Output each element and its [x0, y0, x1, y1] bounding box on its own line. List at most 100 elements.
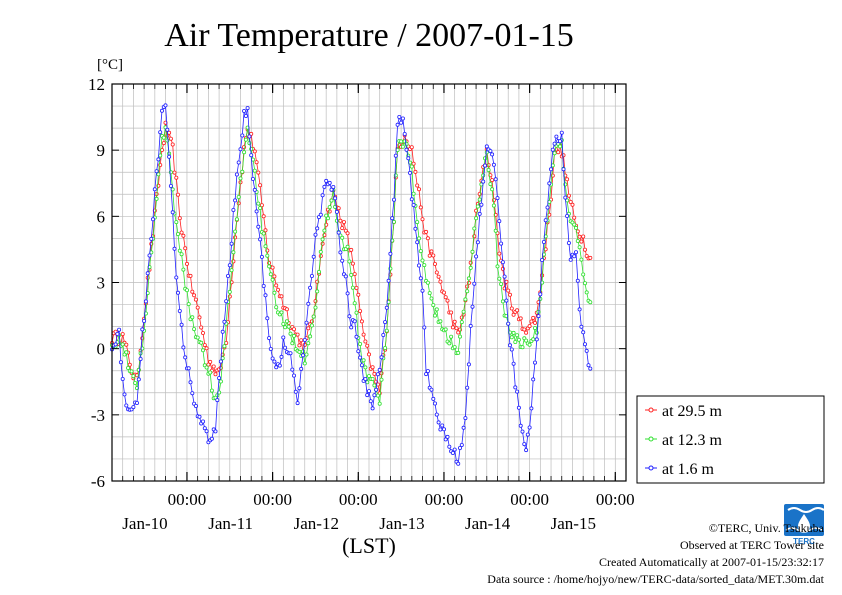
- data-point: [124, 403, 129, 408]
- data-point: [349, 272, 354, 277]
- data-point: [256, 201, 261, 206]
- data-point: [434, 270, 439, 275]
- series-1: [110, 125, 593, 406]
- data-point: [329, 198, 334, 203]
- data-point: [170, 210, 175, 215]
- data-point: [131, 405, 136, 410]
- data-point: [456, 461, 461, 466]
- data-point: [493, 177, 498, 182]
- data-point: [443, 327, 448, 332]
- data-point: [393, 153, 398, 158]
- data-point: [411, 161, 416, 166]
- data-point: [354, 310, 359, 315]
- data-point: [368, 399, 373, 404]
- data-point: [336, 230, 341, 235]
- data-point: [429, 249, 434, 254]
- data-point: [329, 187, 334, 192]
- legend-label: at 12.3 m: [662, 432, 723, 449]
- data-point: [583, 342, 588, 347]
- data-point: [174, 275, 179, 280]
- data-point: [391, 219, 396, 224]
- data-point: [450, 325, 455, 330]
- data-point: [384, 328, 389, 333]
- data-point: [363, 339, 368, 344]
- data-point: [181, 233, 186, 238]
- data-point: [461, 309, 466, 314]
- series-line: [111, 104, 591, 465]
- data-point: [242, 150, 247, 155]
- data-point: [311, 254, 316, 259]
- data-point: [234, 217, 239, 222]
- data-point: [379, 377, 384, 382]
- data-point: [306, 326, 311, 331]
- data-point: [345, 244, 350, 249]
- data-point: [531, 377, 536, 382]
- data-point: [584, 290, 589, 295]
- data-point: [231, 250, 236, 255]
- data-point: [474, 254, 479, 259]
- data-point: [370, 406, 375, 411]
- data-point: [484, 144, 489, 149]
- data-point: [347, 314, 352, 319]
- data-point: [513, 339, 518, 344]
- data-point: [309, 323, 314, 328]
- data-point: [316, 269, 321, 274]
- data-point: [154, 169, 159, 174]
- data-point: [363, 376, 368, 381]
- data-point: [454, 326, 459, 331]
- data-point: [150, 217, 155, 222]
- data-point: [249, 146, 254, 151]
- data-point: [493, 228, 498, 233]
- data-point: [120, 332, 125, 337]
- data-point: [290, 341, 295, 346]
- data-point: [443, 295, 448, 300]
- data-point: [291, 327, 296, 332]
- data-point: [436, 274, 441, 279]
- data-point: [127, 362, 132, 367]
- data-point: [172, 170, 177, 175]
- legend-box: [636, 395, 825, 484]
- data-point: [350, 261, 355, 266]
- data-point: [490, 187, 495, 192]
- data-point: [261, 214, 266, 219]
- data-point: [504, 298, 509, 303]
- x-date-label: Jan-10: [122, 514, 167, 533]
- data-point: [534, 337, 539, 342]
- data-point: [359, 319, 364, 324]
- data-point: [588, 255, 593, 260]
- data-point: [324, 178, 329, 183]
- data-point: [372, 393, 377, 398]
- y-tick-label: 0: [97, 340, 106, 359]
- data-point: [181, 267, 186, 272]
- data-point: [429, 296, 434, 301]
- data-point: [579, 324, 584, 329]
- data-point: [120, 376, 125, 381]
- data-point: [138, 356, 143, 361]
- data-point: [427, 253, 432, 258]
- data-point: [300, 353, 305, 358]
- data-point: [297, 349, 302, 354]
- data-point: [291, 373, 296, 378]
- data-point: [297, 386, 302, 391]
- data-point: [552, 141, 557, 146]
- data-point: [277, 363, 282, 368]
- data-point: [333, 196, 338, 201]
- data-point: [416, 236, 421, 241]
- data-point: [218, 379, 223, 384]
- data-point: [179, 322, 184, 327]
- data-point: [158, 130, 163, 135]
- data-point: [236, 160, 241, 165]
- data-point: [475, 240, 480, 245]
- data-point: [482, 163, 487, 168]
- data-point: [388, 251, 393, 256]
- data-point: [531, 337, 536, 342]
- data-point: [256, 224, 261, 229]
- data-point: [179, 252, 184, 257]
- data-point: [302, 337, 307, 342]
- data-point: [315, 226, 320, 231]
- data-point: [511, 330, 516, 335]
- data-point: [404, 147, 409, 152]
- data-point: [518, 423, 523, 428]
- data-point: [322, 228, 327, 233]
- data-point: [434, 307, 439, 312]
